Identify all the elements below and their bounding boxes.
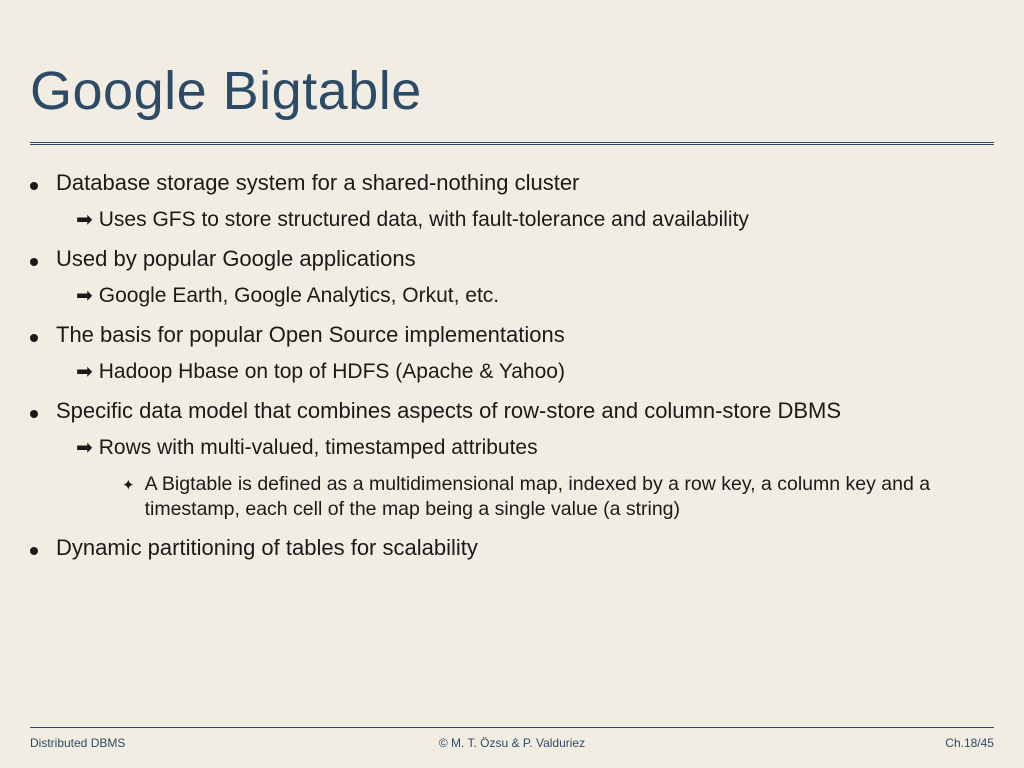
sub-bullet-item: ➡ Google Earth, Google Analytics, Orkut,… xyxy=(76,282,994,310)
bullet-item: Specific data model that combines aspect… xyxy=(30,396,994,426)
bullet-dot-icon xyxy=(30,258,38,266)
bullet-text: The basis for popular Open Source implem… xyxy=(56,320,565,350)
subsub-bullet-text: A Bigtable is defined as a multidimensio… xyxy=(145,472,994,523)
sub-bullet-item: ➡ Rows with multi-valued, timestamped at… xyxy=(76,434,994,462)
footer-center-text: © M. T. Özsu & P. Valduriez xyxy=(351,736,672,750)
footer-divider xyxy=(30,727,994,728)
arrow-icon: ➡ xyxy=(76,435,93,460)
bullet-item: Database storage system for a shared-not… xyxy=(30,168,994,198)
bullet-item: Used by popular Google applications xyxy=(30,244,994,274)
bullet-text: Dynamic partitioning of tables for scala… xyxy=(56,533,478,563)
footer-right-text: Ch.18/45 xyxy=(673,736,994,750)
footer-row: Distributed DBMS © M. T. Özsu & P. Valdu… xyxy=(30,736,994,750)
slide-title: Google Bigtable xyxy=(0,0,1024,132)
arrow-icon: ➡ xyxy=(76,283,93,308)
diamond-icon: ✦ xyxy=(122,476,135,494)
sub-bullet-item: ➡ Hadoop Hbase on top of HDFS (Apache & … xyxy=(76,358,994,386)
arrow-icon: ➡ xyxy=(76,207,93,232)
sub-bullet-text: Rows with multi-valued, timestamped attr… xyxy=(99,434,538,462)
bullet-text: Used by popular Google applications xyxy=(56,244,416,274)
bullet-item: The basis for popular Open Source implem… xyxy=(30,320,994,350)
bullet-dot-icon xyxy=(30,410,38,418)
bullet-dot-icon xyxy=(30,334,38,342)
sub-bullet-item: ➡ Uses GFS to store structured data, wit… xyxy=(76,206,994,234)
bullet-text: Specific data model that combines aspect… xyxy=(56,396,841,426)
sub-bullet-text: Hadoop Hbase on top of HDFS (Apache & Ya… xyxy=(99,358,565,386)
sub-bullet-text: Google Earth, Google Analytics, Orkut, e… xyxy=(99,282,499,310)
bullet-dot-icon xyxy=(30,547,38,555)
bullet-text: Database storage system for a shared-not… xyxy=(56,168,579,198)
bullet-item: Dynamic partitioning of tables for scala… xyxy=(30,533,994,563)
slide-content: Database storage system for a shared-not… xyxy=(0,146,1024,563)
footer-left-text: Distributed DBMS xyxy=(30,736,351,750)
slide-footer: Distributed DBMS © M. T. Özsu & P. Valdu… xyxy=(0,727,1024,768)
arrow-icon: ➡ xyxy=(76,359,93,384)
subsub-bullet-item: ✦ A Bigtable is defined as a multidimens… xyxy=(122,472,994,523)
sub-bullet-text: Uses GFS to store structured data, with … xyxy=(99,206,749,234)
slide: Google Bigtable Database storage system … xyxy=(0,0,1024,768)
bullet-dot-icon xyxy=(30,182,38,190)
